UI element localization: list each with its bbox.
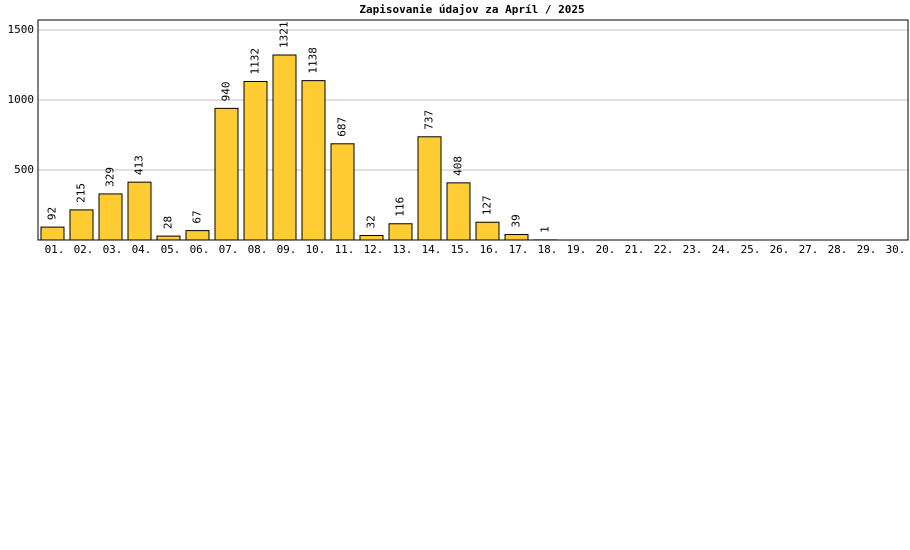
x-tick-label: 04. (132, 243, 152, 256)
y-tick-label: 1000 (8, 93, 35, 106)
bar (330, 143, 355, 241)
bar (475, 221, 500, 241)
value-label: 215 (75, 183, 88, 203)
x-tick-label: 09. (277, 243, 297, 256)
x-tick-label: 10. (306, 243, 326, 256)
x-tick-label: 24. (712, 243, 732, 256)
value-label: 127 (481, 195, 494, 215)
value-label: 28 (162, 216, 175, 229)
x-tick-label: 08. (248, 243, 268, 256)
y-tick-label: 500 (14, 163, 34, 176)
bar (301, 80, 326, 241)
value-label: 32 (365, 215, 378, 228)
bar (185, 230, 210, 241)
x-tick-label: 26. (770, 243, 790, 256)
value-label: 329 (104, 167, 117, 187)
bar (359, 235, 384, 241)
x-tick-label: 30. (886, 243, 906, 256)
x-tick-label: 01. (45, 243, 65, 256)
x-tick-label: 05. (161, 243, 181, 256)
x-tick-label: 27. (799, 243, 819, 256)
x-tick-label: 06. (190, 243, 210, 256)
x-tick-label: 02. (74, 243, 94, 256)
chart-title: Zapisovanie údajov za Apríl / 2025 (359, 3, 584, 16)
bar (214, 107, 239, 241)
value-label: 116 (394, 197, 407, 217)
x-tick-label: 19. (567, 243, 587, 256)
bar (98, 193, 123, 241)
x-tick-label: 16. (480, 243, 500, 256)
value-label: 737 (423, 110, 436, 130)
y-tick-label: 1500 (8, 23, 35, 36)
value-label: 1 (539, 226, 552, 233)
x-tick-label: 20. (596, 243, 616, 256)
value-label: 92 (46, 207, 59, 220)
x-tick-label: 22. (654, 243, 674, 256)
x-tick-label: 28. (828, 243, 848, 256)
value-label: 1138 (307, 47, 320, 74)
value-label: 67 (191, 210, 204, 223)
value-label: 940 (220, 81, 233, 101)
bar (243, 80, 268, 241)
value-label: 1132 (249, 48, 262, 75)
x-tick-label: 18. (538, 243, 558, 256)
x-tick-label: 23. (683, 243, 703, 256)
value-label: 39 (510, 214, 523, 227)
bar (127, 181, 152, 241)
x-tick-label: 17. (509, 243, 529, 256)
x-tick-label: 11. (335, 243, 355, 256)
x-tick-label: 07. (219, 243, 239, 256)
x-tick-label: 03. (103, 243, 123, 256)
value-label: 413 (133, 155, 146, 175)
value-label: 1321 (278, 22, 291, 49)
x-tick-label: 29. (857, 243, 877, 256)
bar (446, 182, 471, 241)
x-tick-label: 21. (625, 243, 645, 256)
x-tick-label: 25. (741, 243, 761, 256)
bar (272, 54, 297, 241)
bar (40, 226, 65, 241)
x-tick-label: 12. (364, 243, 384, 256)
x-tick-label: 15. (451, 243, 471, 256)
bar (504, 234, 529, 241)
value-label: 408 (452, 156, 465, 176)
value-label: 687 (336, 117, 349, 137)
x-tick-label: 13. (393, 243, 413, 256)
bar (69, 209, 94, 241)
bar (388, 223, 413, 241)
bar (417, 136, 442, 241)
x-tick-label: 14. (422, 243, 442, 256)
plot-frame (37, 19, 909, 241)
bar (156, 235, 181, 241)
